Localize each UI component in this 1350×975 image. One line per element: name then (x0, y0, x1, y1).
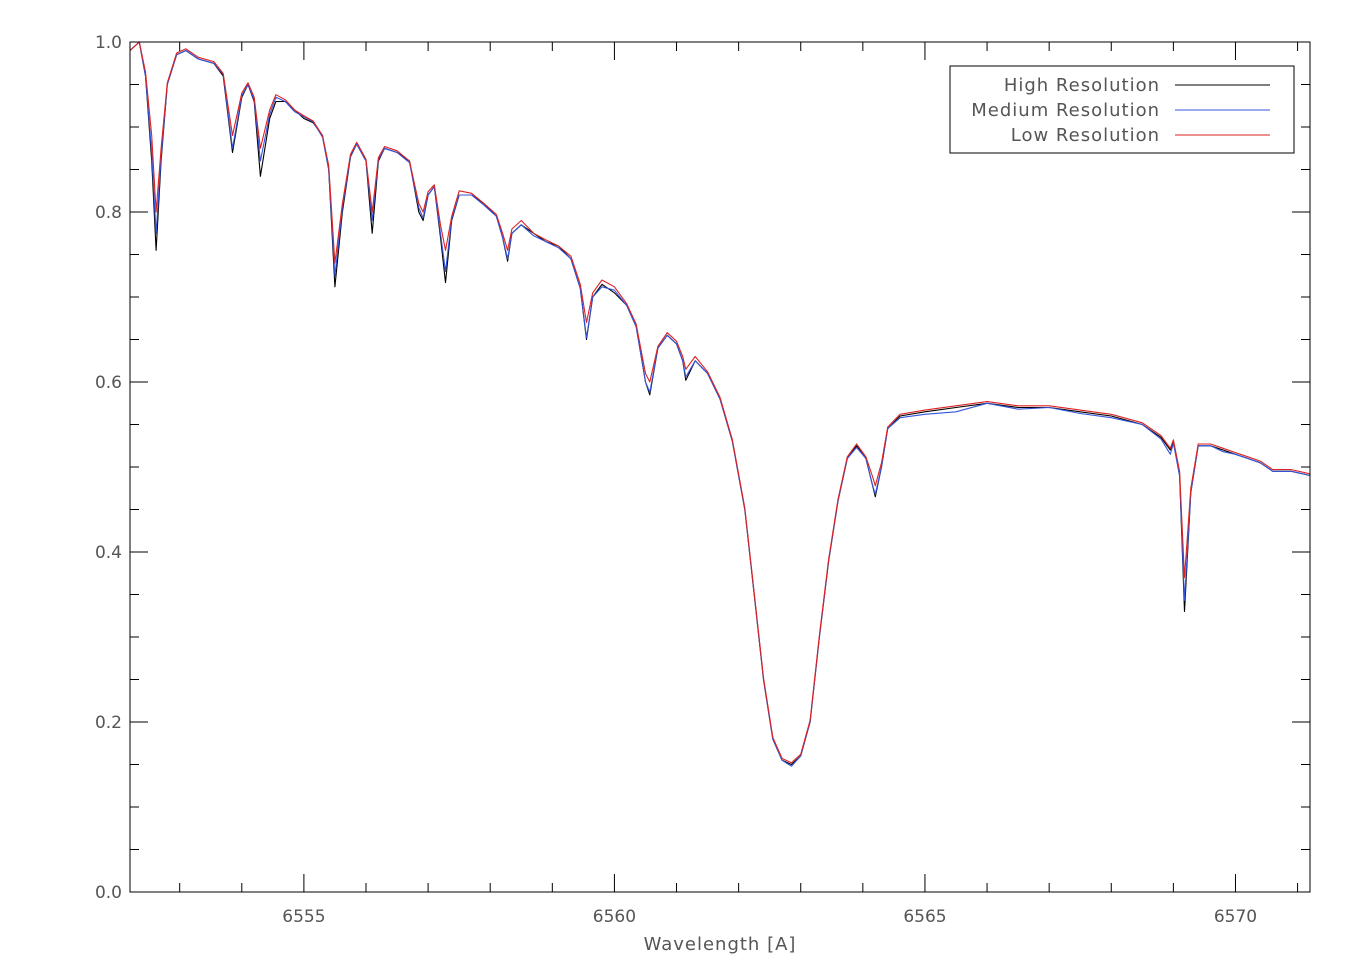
x-tick-label: 6560 (593, 907, 636, 927)
y-tick-label: 0.2 (95, 713, 122, 733)
series-layer (129, 41, 1311, 767)
y-tick-label: 1.0 (95, 33, 122, 53)
y-tick-label: 0.0 (95, 883, 122, 903)
plot-frame (129, 41, 1311, 893)
series-line-0 (129, 41, 1311, 766)
x-tick-label: 6555 (282, 907, 325, 927)
y-tick-label: 0.4 (95, 543, 122, 563)
x-axis-title: Wavelength [A] (644, 934, 797, 955)
legend: High Resolution Medium Resolution Low Re… (949, 65, 1295, 154)
series-line-1 (129, 41, 1311, 767)
y-tick-label: 0.6 (95, 373, 122, 393)
y-tick-label: 0.8 (95, 203, 122, 223)
ticks-layer: 6555 6560 6565 6570 0.0 0.2 0.4 0.6 0.8 1.0 (95, 33, 1310, 927)
legend-label-low: Low Resolution (1011, 125, 1160, 146)
series-line-2 (129, 41, 1311, 764)
legend-label-medium: Medium Resolution (971, 100, 1160, 121)
legend-label-high: High Resolution (1004, 75, 1160, 96)
x-tick-label: 6565 (903, 907, 946, 927)
x-tick-label: 6570 (1214, 907, 1257, 927)
